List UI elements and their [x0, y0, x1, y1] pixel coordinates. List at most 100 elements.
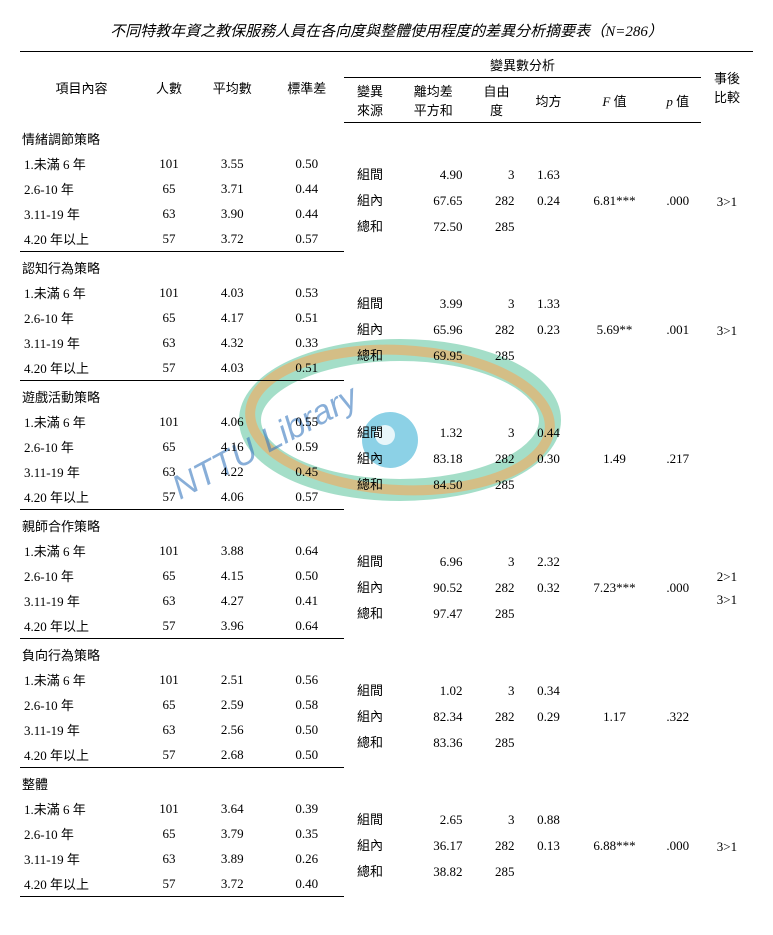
- row-label: 2.6-10 年: [20, 821, 143, 846]
- cell-n: 63: [143, 846, 195, 871]
- cell-mean: 3.72: [195, 871, 270, 897]
- cell-mean: 3.55: [195, 151, 270, 176]
- cell-sd: 0.64: [269, 538, 344, 563]
- cell-sd: 0.50: [269, 563, 344, 588]
- cell-mean: 4.16: [195, 434, 270, 459]
- cell-ms: 2.320.32: [522, 538, 574, 639]
- col-p: p 值: [655, 78, 701, 123]
- col-ss: 離均差 平方和: [396, 78, 471, 123]
- row-label: 1.未滿 6 年: [20, 151, 143, 176]
- cell-p: .217: [655, 409, 701, 510]
- cell-n: 63: [143, 717, 195, 742]
- cell-mean: 3.64: [195, 796, 270, 821]
- cell-n: 57: [143, 355, 195, 381]
- cell-ms: 0.440.30: [522, 409, 574, 510]
- cell-sd: 0.56: [269, 667, 344, 692]
- cell-mean: 4.22: [195, 459, 270, 484]
- row-label: 1.未滿 6 年: [20, 796, 143, 821]
- cell-mean: 4.17: [195, 305, 270, 330]
- col-f: F 值: [574, 78, 654, 123]
- cell-source: 組間組內總和: [344, 538, 396, 639]
- cell-ms: 1.330.23: [522, 280, 574, 381]
- col-df: 自由 度: [470, 78, 522, 123]
- cell-df: 3282285: [470, 151, 522, 252]
- cell-post: 3>1: [701, 796, 753, 897]
- cell-ss: 2.6536.1738.82: [396, 796, 471, 897]
- col-sd: 標準差: [269, 52, 344, 123]
- cell-n: 57: [143, 613, 195, 639]
- row-label: 3.11-19 年: [20, 717, 143, 742]
- cell-n: 65: [143, 692, 195, 717]
- cell-p: .322: [655, 667, 701, 768]
- cell-ss: 1.3283.1884.50: [396, 409, 471, 510]
- section-header: 認知行為策略: [20, 252, 753, 281]
- table-title: 不同特教年資之教保服務人員在各向度與整體使用程度的差異分析摘要表（N=286）: [20, 20, 753, 41]
- row-label: 2.6-10 年: [20, 692, 143, 717]
- cell-n: 63: [143, 330, 195, 355]
- cell-ms: 0.340.29: [522, 667, 574, 768]
- cell-source: 組間組內總和: [344, 667, 396, 768]
- cell-f: 6.81***: [574, 151, 654, 252]
- cell-sd: 0.41: [269, 588, 344, 613]
- cell-n: 65: [143, 176, 195, 201]
- cell-ms: 1.630.24: [522, 151, 574, 252]
- cell-f: 6.88***: [574, 796, 654, 897]
- row-label: 1.未滿 6 年: [20, 280, 143, 305]
- cell-mean: 4.03: [195, 355, 270, 381]
- row-label: 4.20 年以上: [20, 742, 143, 768]
- cell-mean: 3.96: [195, 613, 270, 639]
- col-source: 變異 來源: [344, 78, 396, 123]
- cell-f: 7.23***: [574, 538, 654, 639]
- cell-sd: 0.53: [269, 280, 344, 305]
- anova-table: 項目內容 人數 平均數 標準差 變異數分析 事後 比較 變異 來源 離均差 平方…: [20, 51, 753, 897]
- cell-sd: 0.59: [269, 434, 344, 459]
- cell-f: 1.17: [574, 667, 654, 768]
- cell-mean: 4.32: [195, 330, 270, 355]
- cell-sd: 0.57: [269, 484, 344, 510]
- row-label: 4.20 年以上: [20, 871, 143, 897]
- cell-df: 3282285: [470, 667, 522, 768]
- cell-sd: 0.55: [269, 409, 344, 434]
- cell-n: 101: [143, 151, 195, 176]
- cell-df: 3282285: [470, 409, 522, 510]
- row-label: 2.6-10 年: [20, 305, 143, 330]
- cell-p: .000: [655, 538, 701, 639]
- cell-n: 65: [143, 305, 195, 330]
- cell-p: .000: [655, 796, 701, 897]
- row-label: 4.20 年以上: [20, 355, 143, 381]
- cell-sd: 0.51: [269, 355, 344, 381]
- cell-n: 65: [143, 563, 195, 588]
- cell-n: 65: [143, 434, 195, 459]
- cell-sd: 0.40: [269, 871, 344, 897]
- col-item: 項目內容: [20, 52, 143, 123]
- cell-mean: 4.15: [195, 563, 270, 588]
- cell-df: 3282285: [470, 796, 522, 897]
- cell-df: 3282285: [470, 538, 522, 639]
- cell-n: 101: [143, 280, 195, 305]
- cell-ss: 3.9965.9669.95: [396, 280, 471, 381]
- cell-source: 組間組內總和: [344, 796, 396, 897]
- section-header: 負向行為策略: [20, 639, 753, 668]
- cell-source: 組間組內總和: [344, 151, 396, 252]
- cell-ss: 4.9067.6572.50: [396, 151, 471, 252]
- cell-mean: 2.68: [195, 742, 270, 768]
- cell-n: 101: [143, 796, 195, 821]
- row-label: 3.11-19 年: [20, 459, 143, 484]
- cell-f: 5.69**: [574, 280, 654, 381]
- row-label: 3.11-19 年: [20, 201, 143, 226]
- cell-mean: 2.59: [195, 692, 270, 717]
- title-text: 不同特教年資之教保服務人員在各向度與整體使用程度的差異分析摘要表（: [110, 24, 605, 40]
- title-n: N: [605, 24, 615, 40]
- cell-mean: 4.06: [195, 484, 270, 510]
- col-anova: 變異數分析: [344, 52, 701, 78]
- cell-sd: 0.33: [269, 330, 344, 355]
- cell-mean: 3.79: [195, 821, 270, 846]
- row-label: 4.20 年以上: [20, 484, 143, 510]
- col-post: 事後 比較: [701, 52, 753, 123]
- cell-sd: 0.50: [269, 742, 344, 768]
- cell-post: [701, 667, 753, 768]
- cell-sd: 0.39: [269, 796, 344, 821]
- cell-mean: 3.90: [195, 201, 270, 226]
- cell-mean: 3.89: [195, 846, 270, 871]
- row-label: 1.未滿 6 年: [20, 409, 143, 434]
